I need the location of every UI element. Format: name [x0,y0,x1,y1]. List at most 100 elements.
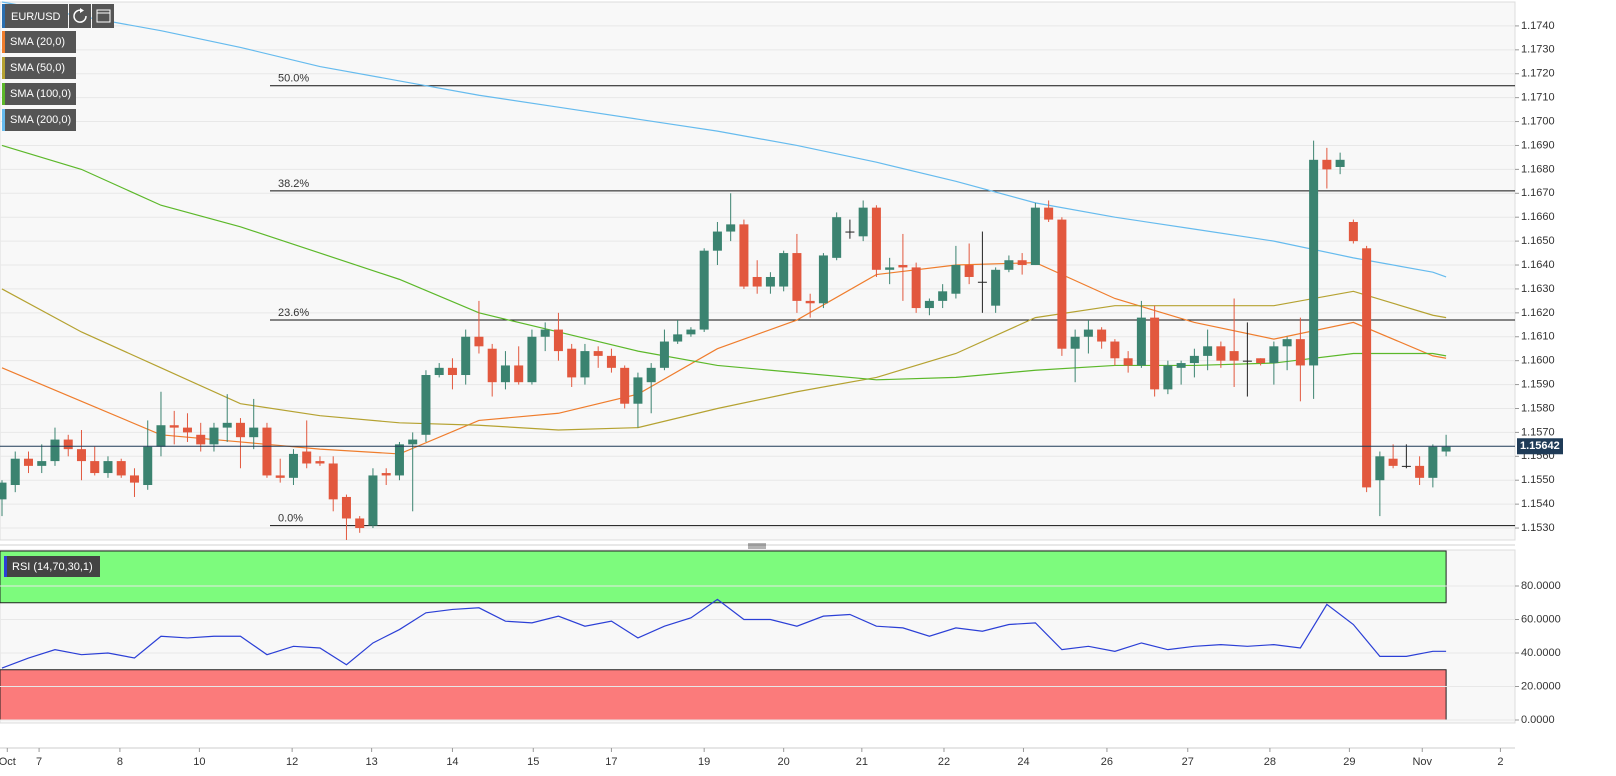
candle-body [606,355,616,368]
candle-body [90,461,100,474]
candle-body [1335,159,1345,167]
candle-body [1375,456,1385,481]
legend-item[interactable]: SMA (200,0) [2,109,76,131]
y-tick-label: 1.1610 [1521,331,1555,343]
y-tick-label: 1.1740 [1521,20,1555,32]
candle-body [514,365,524,383]
button-bg [69,4,91,28]
candle-body [1070,336,1080,349]
candle-body [408,439,418,445]
candle-body [1269,346,1279,364]
candle-body [421,375,431,435]
fib-label: 38.2% [278,178,309,190]
x-tick-label: 24 [1017,756,1029,768]
rsi-title-box[interactable]: RSI (14,70,30,1) [4,556,100,577]
candle-body [288,453,298,478]
candle-body [129,475,139,483]
candle-body [991,269,1001,306]
candle-body [1348,221,1358,242]
refresh-icon [73,9,87,23]
legend-item[interactable]: SMA (100,0) [2,83,76,105]
x-tick-label: 27 [1182,756,1194,768]
legend-item[interactable]: SMA (20,0) [2,31,76,53]
candle-body [726,224,736,232]
candle-body [447,367,457,376]
candle-body [275,475,285,478]
y-tick-label: 20.0000 [1521,680,1561,692]
x-tick-label: Nov [1412,756,1432,768]
candle-body [1083,329,1093,337]
candle-body [10,458,20,486]
candle-body [792,253,802,301]
symbol-box[interactable]: EUR/USD [2,4,68,28]
candle-body [1057,219,1067,349]
y-tick-label: 1.1720 [1521,68,1555,80]
overbought-band [0,550,1447,604]
candle-body [1163,365,1173,390]
candle-body [673,334,683,342]
legend-swatch [2,83,5,105]
y-tick-label: 1.1570 [1521,426,1555,438]
calendar-button[interactable] [92,4,114,28]
y-tick-label: 1.1620 [1521,307,1555,319]
x-tick-label: 10 [193,756,205,768]
candle-body [143,446,153,486]
candle-body [779,253,789,287]
candle-body [474,336,484,347]
x-tick-label: 22 [938,756,950,768]
x-tick-label: 26 [1101,756,1113,768]
legend-bg [2,31,76,53]
candle-body [394,444,404,476]
candle-body [209,427,219,445]
legend-item[interactable]: SMA (50,0) [2,57,76,79]
candle-body [620,367,630,404]
candle-body [368,475,378,526]
x-tick-label: 17 [605,756,617,768]
y-tick-label: 1.1630 [1521,283,1555,295]
candle-body [540,329,550,337]
y-tick-label: 1.1710 [1521,92,1555,104]
candle-body [1362,248,1372,488]
x-tick-label: 28 [1264,756,1276,768]
candle-body [222,422,232,428]
candle-body [885,267,895,270]
symbol-strip [2,4,5,28]
candle-body [1415,465,1425,478]
legend-label: SMA (20,0) [10,36,65,48]
candle-body [567,348,577,378]
candle-body [50,439,60,462]
candle-body [659,341,669,368]
candle-body [1309,159,1319,366]
candle-body [1295,339,1305,366]
candle-body [355,518,365,529]
candle-body [1441,446,1451,452]
x-tick-label: 12 [286,756,298,768]
candle-body [1123,358,1133,366]
candle-body [845,231,855,233]
candle-body [1004,260,1014,270]
candle-body [63,439,73,450]
separator-grip[interactable] [748,543,766,549]
candle-body [1282,339,1292,347]
candle-body [315,461,325,464]
candle-body [1189,355,1199,364]
candle-body [1216,346,1226,361]
candle-body [1176,363,1186,368]
fib-label: 23.6% [278,307,309,319]
y-tick-label: 1.1590 [1521,378,1555,390]
refresh-button[interactable] [69,4,91,28]
candle-body [1097,329,1107,342]
candle-body [103,461,113,474]
legend-label: SMA (50,0) [10,62,65,74]
candle-body [739,224,749,287]
candle-body [712,231,722,251]
symbol-label: EUR/USD [11,11,61,23]
legend-bg [2,109,76,131]
candle-body [633,377,643,404]
candle-body [169,425,179,428]
candle-body [964,265,974,277]
candle-body [832,217,842,258]
candle-body [1203,346,1213,356]
y-tick-label: 1.1530 [1521,522,1555,534]
